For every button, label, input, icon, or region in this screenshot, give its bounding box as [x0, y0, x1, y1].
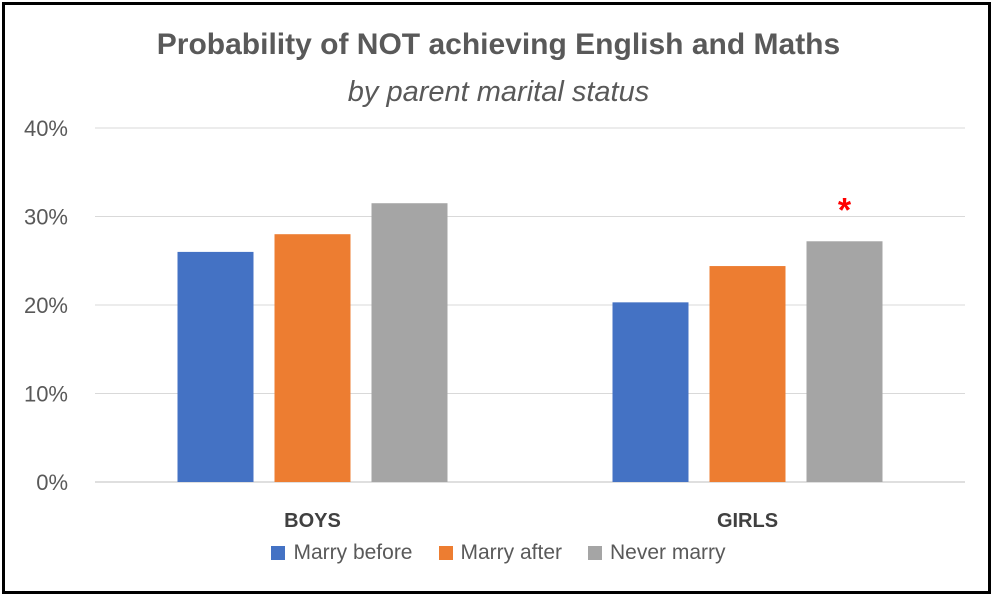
annotations: *	[838, 191, 852, 229]
legend-label-marry-before: Marry before	[293, 541, 413, 564]
legend-swatch-never-marry	[588, 546, 603, 560]
legend-item-marry-before: Marry before	[271, 541, 413, 565]
y-tick-label: 40%	[24, 116, 68, 141]
significance-asterisk: *	[838, 191, 852, 229]
bar-series	[177, 203, 883, 482]
bar-boys-marry-before	[177, 251, 254, 482]
category-label: BOYS	[284, 510, 341, 532]
legend-swatch-marry-before	[271, 546, 286, 560]
legend-label-never-marry: Never marry	[610, 541, 726, 564]
bar-girls-marry-after	[709, 266, 786, 482]
chart-subtitle: by parent marital status	[347, 76, 650, 108]
y-tick-label: 30%	[24, 205, 68, 230]
legend-swatch-marry-after	[438, 546, 453, 560]
y-tick-label: 10%	[24, 382, 68, 407]
y-tick-label: 0%	[36, 470, 68, 495]
legend: Marry before Marry after Never marry	[0, 541, 997, 565]
category-label: GIRLS	[717, 510, 778, 532]
bar-boys-marry-after	[274, 234, 351, 482]
chart-title: Probability of NOT achieving English and…	[156, 28, 841, 61]
y-axis-tick-labels: 0% 10% 20% 30% 40%	[24, 116, 68, 495]
legend-item-marry-after: Marry after	[438, 541, 563, 565]
bar-boys-never-marry	[371, 203, 448, 482]
legend-item-never-marry: Never marry	[588, 541, 726, 565]
legend-label-marry-after: Marry after	[460, 541, 563, 564]
bar-girls-never-marry	[806, 241, 883, 482]
x-axis-category-labels: BOYS GIRLS	[284, 510, 778, 532]
bar-girls-marry-before	[612, 302, 689, 482]
y-tick-label: 20%	[24, 293, 68, 318]
